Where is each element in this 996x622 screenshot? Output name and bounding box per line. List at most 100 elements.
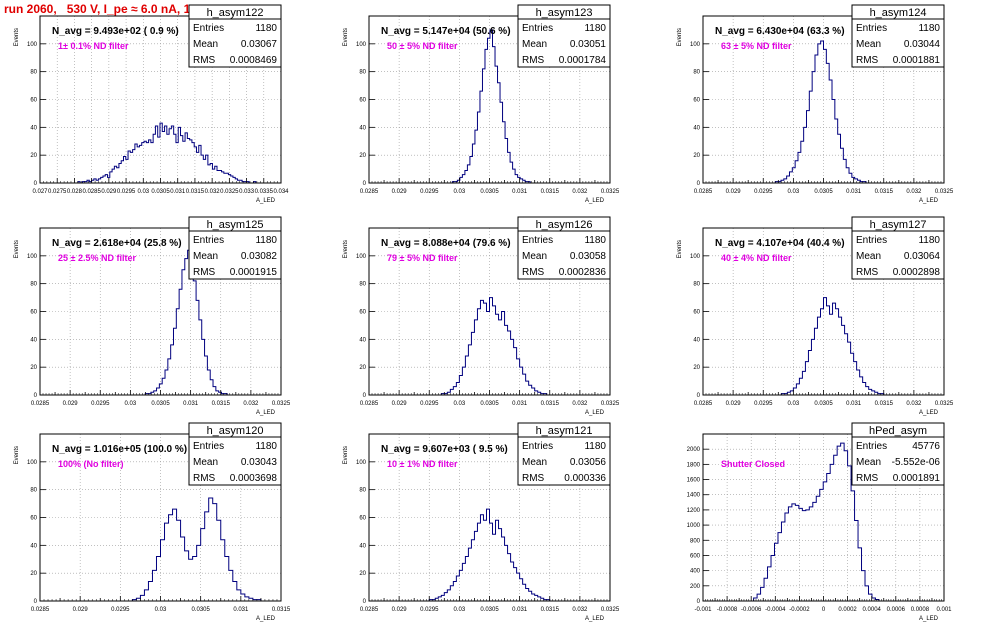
navg-label: N_avg = 2.618e+04 (25.8 %) [52, 238, 182, 249]
stats-key: Entries [522, 235, 553, 246]
x-axis-label: A_LED [256, 198, 276, 204]
y-tick-label: 40 [359, 543, 366, 549]
stats-value: 0.0001891 [893, 473, 941, 484]
stats-key: RMS [193, 473, 216, 484]
x-tick-label: 0.0325 [601, 401, 620, 407]
x-tick-label: 0.027 [32, 189, 48, 195]
y-tick-label: 40 [359, 125, 366, 131]
stats-box [517, 216, 611, 280]
stats-key: Entries [522, 23, 553, 34]
y-axis-label: Events [14, 446, 20, 464]
stats-title: hPed_asym [869, 425, 927, 437]
filter-label: 63 ± 5% ND filter [721, 41, 792, 51]
x-tick-label: 0.031 [512, 189, 528, 195]
x-axis-label: A_LED [919, 410, 939, 416]
y-tick-label: 100 [356, 254, 367, 260]
histogram-panel: 0.0285 0.029 0.0295 0.03 0.0305 0.031 0.0315 0.… [677, 4, 954, 204]
x-tick-label: 0.0325 [220, 189, 239, 195]
stats-value: 1180 [584, 235, 606, 246]
stats-key: Entries [856, 441, 887, 452]
histogram-series [447, 29, 538, 184]
x-tick-label: 0.0305 [814, 401, 833, 407]
x-tick-label: 0.033 [239, 189, 255, 195]
stats-key: Mean [856, 457, 881, 468]
x-tick-label: 0.0285 [31, 401, 50, 407]
stats-title: h_asym127 [870, 219, 927, 231]
y-tick-label: 100 [27, 42, 38, 48]
histogram-panel: 0.0285 0.029 0.0295 0.03 0.0305 0.031 0.0315 0 2… [14, 422, 291, 622]
x-tick-label: 0.03 [454, 607, 466, 613]
x-tick-label: 0 [822, 607, 826, 613]
y-tick-label: 1400 [687, 493, 701, 499]
x-tick-label: 0.029 [392, 401, 408, 407]
y-tick-label: 1600 [687, 478, 701, 484]
x-tick-label: 0.0315 [541, 607, 560, 613]
y-tick-label: 20 [30, 571, 37, 577]
histogram-series [753, 442, 880, 601]
y-tick-label: 400 [690, 569, 701, 575]
filter-label: 10 ± 1% ND filter [387, 459, 458, 469]
stats-box [188, 216, 282, 280]
filter-label: 40 ± 4% ND filter [721, 253, 792, 263]
stats-key: Mean [522, 251, 547, 262]
y-tick-label: 0 [363, 599, 367, 605]
stats-box [188, 4, 282, 68]
stats-value: 0.03051 [570, 39, 607, 50]
stats-value: 1180 [918, 235, 940, 246]
stats-value: 0.03043 [241, 457, 278, 468]
stats-key: Entries [522, 441, 553, 452]
stats-title: h_asym124 [870, 7, 927, 19]
x-tick-label: 0.0285 [360, 607, 379, 613]
stats-value: 1180 [255, 441, 277, 452]
y-tick-label: 0 [697, 599, 701, 605]
x-tick-label: 0.0325 [272, 401, 291, 407]
x-tick-label: 0.0315 [541, 189, 560, 195]
y-tick-label: 20 [359, 365, 366, 371]
histogram-series [428, 508, 562, 602]
y-tick-label: 0 [34, 181, 38, 187]
x-tick-label: 0.032 [906, 401, 922, 407]
x-tick-label: 0.0305 [480, 401, 499, 407]
y-tick-label: 0 [34, 393, 38, 399]
x-axis-label: A_LED [919, 198, 939, 204]
y-tick-label: 0 [34, 599, 38, 605]
x-tick-label: 0.029 [392, 607, 408, 613]
histogram-series [128, 497, 265, 602]
x-tick-label: 0.0325 [935, 401, 954, 407]
y-tick-label: 100 [356, 460, 367, 466]
y-axis-label: Events [14, 28, 20, 46]
stats-box [517, 4, 611, 68]
filter-label: 100% (No filter) [58, 459, 124, 469]
navg-label: N_avg = 9.607e+03 ( 9.5 %) [381, 444, 508, 455]
navg-label: N_avg = 6.430e+04 (63.3 %) [715, 26, 845, 37]
x-tick-label: 0.0305 [814, 189, 833, 195]
stats-key: Mean [522, 39, 547, 50]
y-tick-label: 60 [359, 310, 366, 316]
stats-key: Mean [193, 457, 218, 468]
x-tick-label: 0.03 [125, 401, 137, 407]
x-tick-label: 0.0295 [754, 401, 773, 407]
x-tick-label: 0.0325 [935, 189, 954, 195]
stats-value: 0.000336 [564, 473, 606, 484]
x-tick-label: 0.031 [512, 607, 528, 613]
navg-label: N_avg = 8.088e+04 (79.6 %) [381, 238, 511, 249]
x-tick-label: 0.029 [726, 401, 742, 407]
histogram-panel: 0.0285 0.029 0.0295 0.03 0.0305 0.031 0.0315 0.… [14, 216, 291, 416]
stats-value: 0.0001915 [230, 267, 278, 278]
y-tick-label: 2000 [687, 447, 701, 453]
x-tick-label: 0.031 [846, 401, 862, 407]
stats-value: 1180 [255, 23, 277, 34]
x-tick-label: 0.029 [392, 189, 408, 195]
x-tick-label: 0.001 [936, 607, 952, 613]
y-tick-label: 80 [693, 282, 700, 288]
x-tick-label: 0.031 [170, 189, 186, 195]
x-axis-label: A_LED [585, 616, 605, 622]
filter-label: Shutter Closed [721, 459, 785, 469]
y-axis-label: Events [343, 28, 349, 46]
filter-label: 1± 0.1% ND filter [58, 41, 129, 51]
y-tick-label: 100 [690, 42, 701, 48]
y-tick-label: 1800 [687, 462, 701, 468]
x-tick-label: 0.031 [183, 401, 199, 407]
y-tick-label: 0 [363, 393, 367, 399]
